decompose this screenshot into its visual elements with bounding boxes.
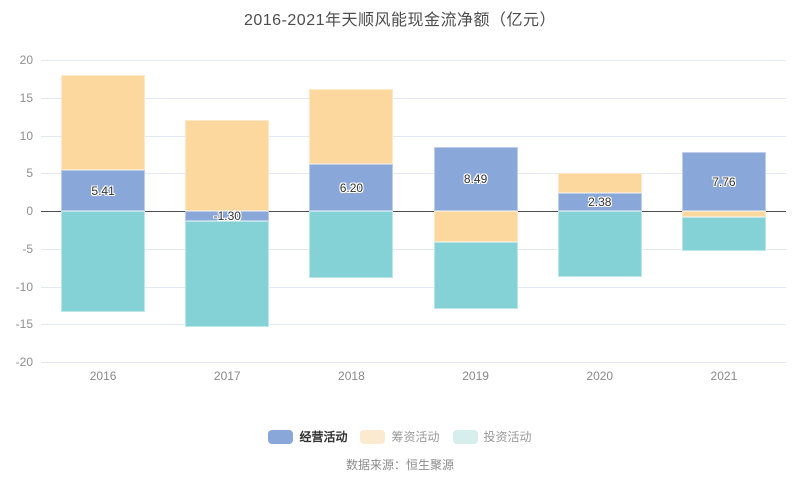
bar-segment-financing-2016[interactable] xyxy=(61,75,146,171)
bar-segment-investing-2018[interactable] xyxy=(309,211,394,279)
bar-value-label-2016: 5.41 xyxy=(91,183,115,198)
bar-segment-financing-2021[interactable] xyxy=(681,211,766,218)
bar-segment-operating-2019[interactable] xyxy=(433,146,518,211)
x-axis-category-label-2019: 2019 xyxy=(462,369,489,383)
gridline xyxy=(41,286,786,288)
bar-segment-operating-2018[interactable] xyxy=(309,164,394,211)
x-axis-category-label-2017: 2017 xyxy=(213,369,241,383)
y-axis-tick-label: -5 xyxy=(22,241,33,256)
legend-swatch-operating xyxy=(268,429,294,444)
bar-segment-financing-2020[interactable] xyxy=(557,173,642,194)
x-axis-category-label-2018: 2018 xyxy=(338,369,365,383)
x-axis-category-label-2016: 2016 xyxy=(89,369,117,383)
y-axis-tick-label: -15 xyxy=(15,317,33,332)
gridline xyxy=(41,362,786,363)
bar-segment-investing-2017[interactable] xyxy=(185,220,270,328)
bar-segment-investing-2019[interactable] xyxy=(433,241,518,310)
chart-title: 2016-2021年天顺风能现金流净额（亿元） xyxy=(243,12,557,29)
bar-segment-operating-2016[interactable] xyxy=(61,170,146,211)
bar-segment-investing-2020[interactable] xyxy=(557,211,642,277)
y-axis-tick-label: 20 xyxy=(19,53,33,67)
legend-item-financing[interactable]: 筹资活动 xyxy=(360,428,440,445)
legend-item-operating[interactable]: 经营活动 xyxy=(268,428,347,445)
bar-segment-operating-2021[interactable] xyxy=(681,152,766,211)
bar-segment-investing-2021[interactable] xyxy=(681,217,766,251)
bar-value-label-2017: -1.30 xyxy=(213,208,241,223)
bar-value-label-2018: 6.20 xyxy=(339,180,364,195)
legend-label-operating: 经营活动 xyxy=(299,430,348,444)
y-axis-tick-label: 0 xyxy=(26,204,33,218)
x-axis-category-label-2020: 2020 xyxy=(586,369,614,383)
legend-label-investing: 投资活动 xyxy=(483,430,532,444)
bar-segment-investing-2016[interactable] xyxy=(61,211,146,313)
gridline xyxy=(41,248,786,250)
y-axis-tick-label: -10 xyxy=(15,279,33,294)
gridline xyxy=(41,135,786,137)
chart-legend: 经营活动 筹资活动 投资活动 xyxy=(0,428,800,445)
legend-item-investing[interactable]: 投资活动 xyxy=(452,428,532,445)
y-axis-tick-label: 5 xyxy=(26,166,33,181)
bar-value-label-2020: 2.38 xyxy=(588,195,612,209)
legend-label-financing: 筹资活动 xyxy=(391,430,440,444)
bar-value-label-2019: 8.49 xyxy=(463,171,488,186)
legend-swatch-financing xyxy=(360,429,386,444)
bar-segment-operating-2020[interactable] xyxy=(557,193,642,211)
data-source-caption: 数据来源：恒生聚源 xyxy=(345,458,454,472)
y-axis-tick-label: 15 xyxy=(19,90,33,105)
y-axis-tick-label: 10 xyxy=(19,128,33,143)
gridline xyxy=(41,60,786,61)
gridline xyxy=(41,173,786,175)
gridline xyxy=(41,97,786,99)
bar-segment-financing-2019[interactable] xyxy=(433,211,518,242)
gridline xyxy=(41,324,786,326)
y-axis-tick-label: -20 xyxy=(15,355,33,369)
bar-segment-financing-2017[interactable] xyxy=(185,120,270,211)
bar-segment-financing-2018[interactable] xyxy=(309,88,394,165)
bar-segment-operating-2017[interactable] xyxy=(185,211,270,221)
legend-swatch-investing xyxy=(452,429,478,444)
zero-axis-line xyxy=(41,211,786,212)
x-axis-category-label-2021: 2021 xyxy=(710,369,738,383)
bar-value-label-2021: 7.76 xyxy=(712,174,736,189)
